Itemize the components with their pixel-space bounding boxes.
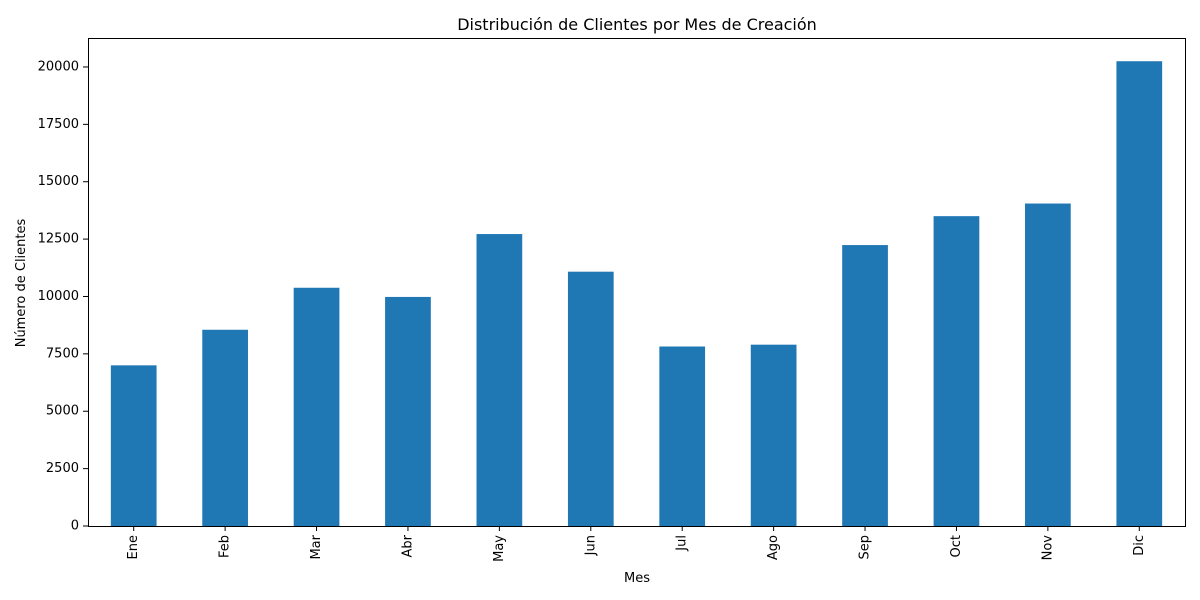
bars-group: [110, 61, 1163, 527]
bar-jul: [659, 346, 706, 526]
y-tick-label: 17500: [38, 117, 79, 132]
bar-nov: [1025, 203, 1071, 526]
x-tick-label: Ene: [126, 535, 141, 559]
x-tick-label: Sep: [858, 535, 873, 560]
x-tick-label: Feb: [218, 535, 233, 558]
x-axis-ticks: Ene Feb Mar Abr May Jun Jul Ago Sep Oct Nov Dic: [126, 526, 1147, 562]
y-tick-label: 15000: [38, 174, 79, 189]
y-axis-ticks: 0 2500 5000 7500 10000 12500 15000 17500 20000: [38, 59, 88, 534]
y-tick-label: 12500: [38, 232, 79, 247]
x-tick-label: Oct: [949, 535, 964, 557]
y-tick-label: 0: [71, 519, 79, 534]
x-tick-label: Dic: [1132, 535, 1147, 556]
x-tick-label: Jun: [583, 535, 598, 556]
bar-may: [476, 234, 523, 527]
y-tick-label: 10000: [38, 289, 79, 304]
x-tick-label: Ago: [766, 535, 781, 560]
y-tick-label: 7500: [46, 346, 79, 361]
x-tick-label: Abr: [400, 534, 415, 557]
bar-ago: [750, 344, 797, 526]
bar-abr: [385, 296, 431, 526]
x-axis-label: Mes: [624, 571, 650, 586]
bar-sep: [842, 245, 888, 526]
x-tick-label: Mar: [309, 534, 324, 559]
x-tick-label: May: [492, 535, 507, 562]
bar-jun: [567, 271, 614, 526]
bar-oct: [933, 216, 980, 526]
chart-title: Distribución de Clientes por Mes de Crea…: [457, 15, 817, 34]
y-axis-label: Número de Clientes: [14, 218, 29, 347]
bar-dic: [1116, 61, 1163, 526]
x-tick-label: Nov: [1040, 535, 1055, 561]
y-tick-label: 2500: [46, 461, 79, 476]
bar-feb: [202, 329, 248, 526]
bar-ene: [110, 365, 157, 526]
y-tick-label: 20000: [38, 59, 79, 74]
x-tick-label: Jul: [675, 535, 690, 552]
bar-mar: [293, 287, 340, 526]
y-tick-label: 5000: [46, 404, 79, 419]
plot-frame: [88, 38, 1186, 527]
